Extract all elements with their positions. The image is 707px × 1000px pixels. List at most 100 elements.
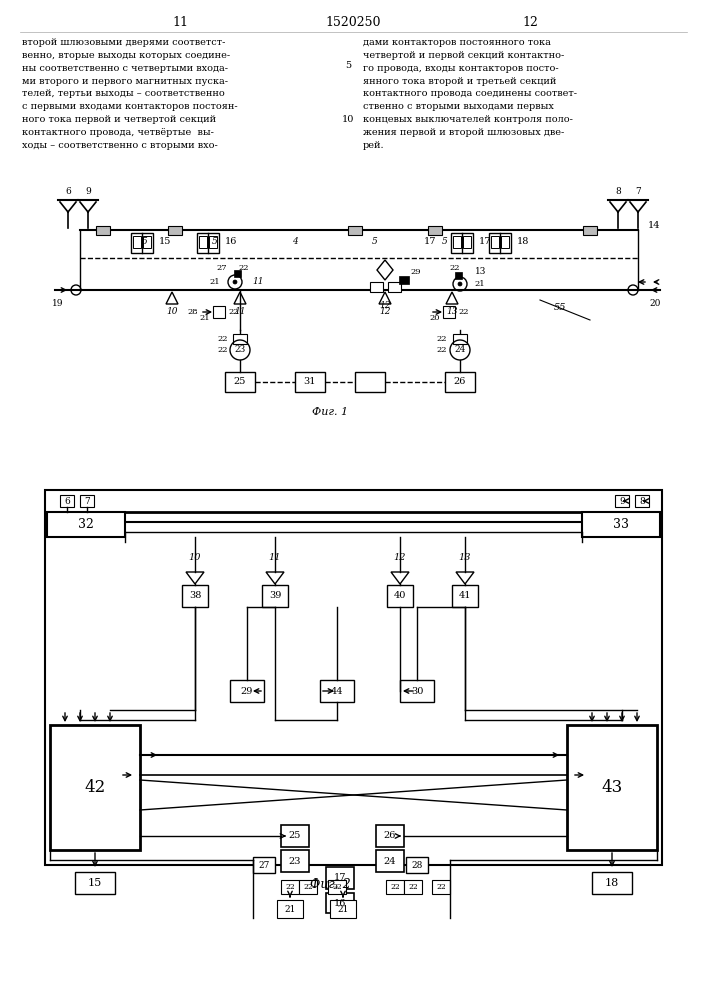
Bar — [281, 880, 299, 894]
Bar — [452, 585, 478, 607]
Bar — [230, 680, 264, 702]
Bar — [225, 372, 255, 392]
Bar — [355, 372, 385, 392]
Text: 39: 39 — [269, 591, 281, 600]
Bar — [386, 880, 404, 894]
Text: 17: 17 — [334, 874, 346, 882]
Bar — [328, 880, 346, 894]
Text: 12: 12 — [379, 300, 391, 310]
Bar — [615, 495, 629, 507]
Text: 7: 7 — [84, 496, 90, 506]
Bar — [388, 282, 401, 292]
Text: 29: 29 — [241, 686, 253, 696]
Text: 28: 28 — [187, 308, 198, 316]
Bar — [262, 585, 288, 607]
Bar — [295, 372, 325, 392]
Text: 24: 24 — [455, 346, 466, 355]
Text: 8: 8 — [615, 188, 621, 196]
Text: 25: 25 — [234, 377, 246, 386]
Text: Фиг. 1: Фиг. 1 — [312, 407, 348, 417]
Bar — [376, 825, 404, 847]
Text: 26: 26 — [384, 832, 396, 840]
Bar — [370, 282, 383, 292]
Text: 8: 8 — [639, 496, 645, 506]
Text: 5: 5 — [372, 237, 378, 246]
Text: второй шлюзовыми дверями соответст-
венно, вторые выходы которых соедине-
ны соо: второй шлюзовыми дверями соответст- венн… — [22, 38, 238, 150]
Bar — [131, 233, 153, 253]
Text: 13: 13 — [459, 554, 472, 562]
Text: 11: 11 — [172, 15, 188, 28]
Bar — [143, 236, 151, 248]
Text: 27: 27 — [216, 264, 228, 272]
Text: 23: 23 — [235, 346, 245, 355]
Text: 1520250: 1520250 — [325, 15, 381, 28]
Text: 13: 13 — [475, 267, 486, 276]
Bar — [320, 680, 354, 702]
Text: 16: 16 — [334, 898, 346, 908]
Bar — [168, 226, 182, 235]
Text: 12: 12 — [394, 554, 407, 562]
Text: 41: 41 — [459, 591, 472, 600]
Bar — [400, 680, 434, 702]
Bar — [197, 233, 219, 253]
Text: 22: 22 — [390, 883, 400, 891]
Text: 38: 38 — [189, 591, 201, 600]
Text: 4: 4 — [292, 237, 298, 246]
Text: 22: 22 — [436, 883, 446, 891]
Text: 12: 12 — [379, 306, 391, 316]
Text: 11: 11 — [252, 277, 264, 286]
Bar — [348, 226, 362, 235]
Text: 11: 11 — [269, 554, 281, 562]
Text: Фиг. 2: Фиг. 2 — [310, 879, 351, 892]
Bar — [592, 872, 632, 894]
Text: 16: 16 — [225, 237, 238, 246]
Bar — [432, 880, 450, 894]
Bar — [387, 585, 413, 607]
Text: 24: 24 — [384, 856, 396, 865]
Text: 21: 21 — [209, 278, 220, 286]
Text: 33: 33 — [613, 518, 629, 530]
Text: 22: 22 — [303, 883, 313, 891]
Text: 15: 15 — [159, 237, 171, 246]
Text: 55: 55 — [554, 304, 566, 312]
Bar — [326, 893, 354, 913]
Bar — [453, 334, 467, 344]
Bar — [234, 270, 241, 277]
Text: 21: 21 — [284, 904, 296, 914]
Bar — [567, 725, 657, 850]
Text: 31: 31 — [304, 377, 316, 386]
Bar — [281, 850, 309, 872]
Bar — [428, 226, 442, 235]
Text: 44: 44 — [331, 686, 344, 696]
Text: дами контакторов постоянного тока
четвертой и первой секций контактно-
го провод: дами контакторов постоянного тока четвер… — [363, 38, 577, 150]
Bar — [277, 900, 303, 918]
Text: 21: 21 — [337, 904, 349, 914]
Bar — [582, 512, 660, 537]
Bar — [96, 226, 110, 235]
Bar — [489, 233, 511, 253]
Bar — [404, 880, 422, 894]
Bar — [80, 495, 94, 507]
Text: 17: 17 — [423, 237, 436, 246]
Text: 27: 27 — [258, 860, 269, 869]
Bar — [583, 226, 597, 235]
Text: 22: 22 — [228, 308, 238, 316]
Bar — [213, 306, 225, 318]
Text: 9: 9 — [85, 188, 91, 196]
Bar — [133, 236, 141, 248]
Bar — [75, 872, 115, 894]
Bar — [50, 725, 140, 850]
Text: 26: 26 — [454, 377, 466, 386]
Bar — [453, 236, 461, 248]
Text: 22: 22 — [218, 346, 228, 354]
Text: 12: 12 — [522, 15, 538, 28]
Text: 18: 18 — [605, 878, 619, 888]
Text: 20: 20 — [430, 314, 440, 322]
Text: 18: 18 — [517, 237, 530, 246]
Bar — [635, 495, 649, 507]
Text: 30: 30 — [411, 686, 423, 696]
Text: 5: 5 — [212, 237, 218, 246]
Text: 15: 15 — [88, 878, 102, 888]
Text: 40: 40 — [394, 591, 407, 600]
Bar — [376, 850, 404, 872]
